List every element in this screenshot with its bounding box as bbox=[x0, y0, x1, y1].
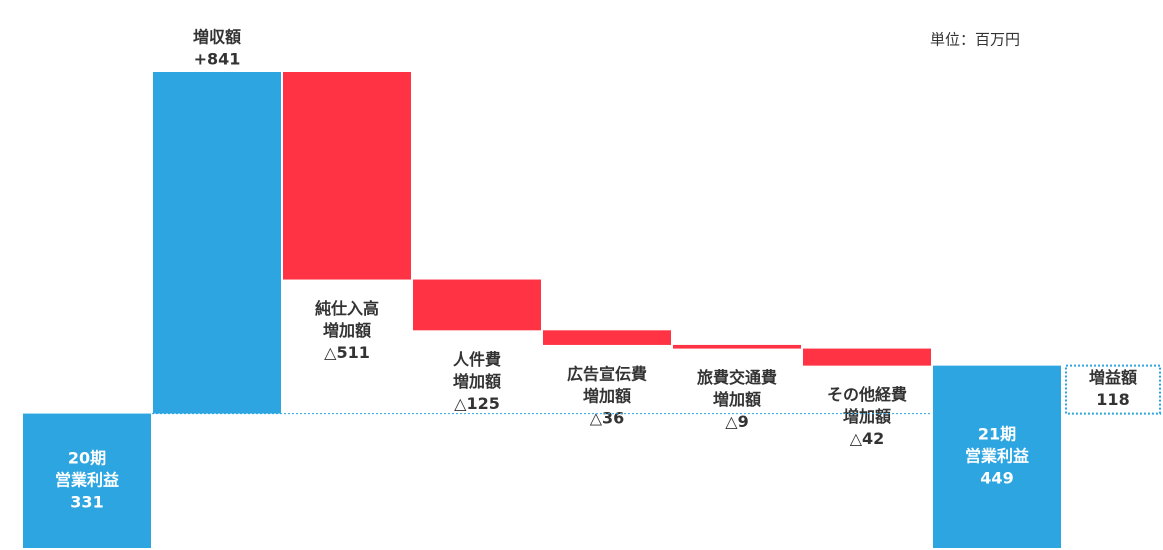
bar bbox=[23, 413, 151, 548]
bar-label: 広告宣伝費 bbox=[567, 364, 647, 383]
bar-label: 増収額 bbox=[193, 28, 241, 47]
bar-label: △42 bbox=[850, 429, 885, 448]
bar-label: 21期 bbox=[978, 424, 1016, 443]
bar-label: 増加額 bbox=[323, 321, 371, 340]
bar-label: 旅費交通費 bbox=[697, 368, 777, 387]
bar-label: 純仕入高 bbox=[315, 299, 379, 318]
bar-label: 増加額 bbox=[583, 386, 631, 405]
bar-label: △36 bbox=[590, 408, 625, 427]
bar bbox=[803, 348, 931, 366]
bar-label: +841 bbox=[194, 50, 241, 69]
annotation-box bbox=[1065, 364, 1161, 415]
bar-label: 増加額 bbox=[843, 407, 891, 426]
bar bbox=[413, 279, 541, 331]
bar bbox=[673, 344, 801, 349]
unit-note: 単位：百万円 bbox=[930, 31, 1020, 49]
bar-label: 営業利益 bbox=[55, 470, 119, 489]
bar-label: △511 bbox=[324, 343, 370, 362]
bar-label: 20期 bbox=[68, 448, 106, 467]
bar-label: △125 bbox=[454, 394, 500, 413]
bar-label: 営業利益 bbox=[965, 446, 1029, 465]
bar-label: 人件費 bbox=[453, 350, 501, 369]
bar-label: △9 bbox=[725, 412, 748, 431]
bar-label: 449 bbox=[980, 468, 1013, 487]
annotation-value: 118 bbox=[1096, 390, 1129, 409]
bar bbox=[543, 330, 671, 345]
bar-label: 増加額 bbox=[453, 372, 501, 391]
bar-label: その他経費 bbox=[827, 385, 907, 404]
bar-label: 増加額 bbox=[713, 390, 761, 409]
bar-label: 331 bbox=[70, 492, 103, 511]
bar bbox=[153, 72, 281, 414]
bar bbox=[283, 72, 411, 280]
annotation-label: 増益額 bbox=[1089, 368, 1137, 387]
bar bbox=[933, 365, 1061, 548]
